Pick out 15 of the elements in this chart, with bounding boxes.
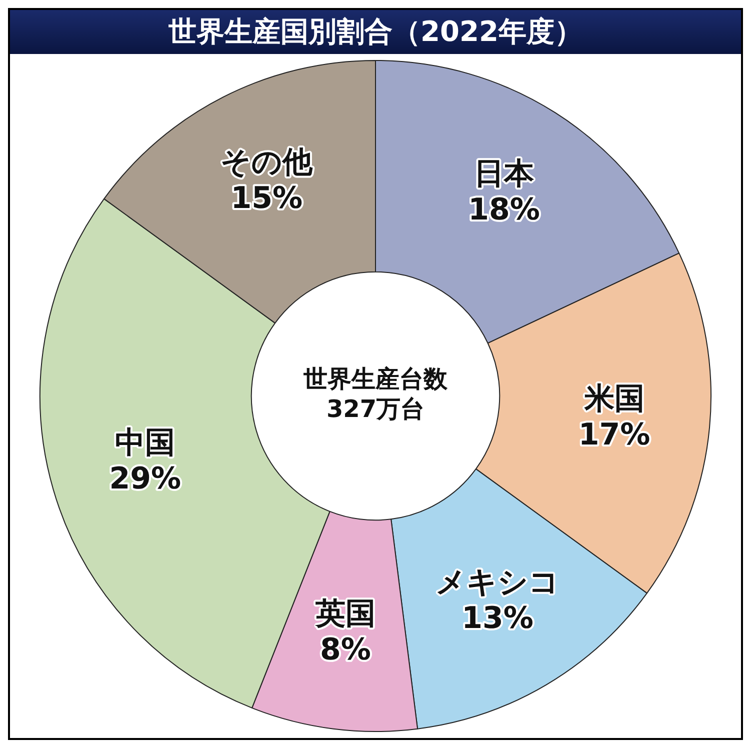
- data-label: 17%: [578, 417, 650, 452]
- data-label: 29%: [109, 462, 182, 497]
- chart-title: 世界生産国別割合（2022年度）: [10, 10, 741, 54]
- data-label: 8%: [320, 632, 371, 668]
- slice-label: 米国: [583, 381, 644, 416]
- slice-label: 英国: [314, 596, 376, 632]
- data-label: 15%: [230, 181, 303, 216]
- data-label: 18%: [468, 192, 540, 228]
- text: 世界生産台数: [302, 365, 448, 394]
- slice-label: 日本: [474, 156, 535, 192]
- slice-label: メキシコ: [436, 565, 560, 600]
- slice-label: 中国: [115, 426, 176, 461]
- slice-label: その他: [220, 145, 314, 180]
- data-label: 13%: [462, 601, 534, 636]
- text: 327万台: [326, 395, 425, 424]
